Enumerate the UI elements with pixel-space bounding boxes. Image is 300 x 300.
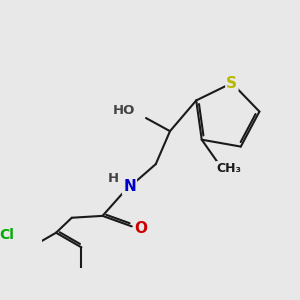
Text: N: N <box>123 179 136 194</box>
Text: Cl: Cl <box>0 228 15 242</box>
Text: H: H <box>108 172 119 185</box>
Text: HO: HO <box>112 104 135 117</box>
Text: S: S <box>226 76 237 91</box>
Text: CH₃: CH₃ <box>217 162 242 175</box>
Text: O: O <box>135 221 148 236</box>
